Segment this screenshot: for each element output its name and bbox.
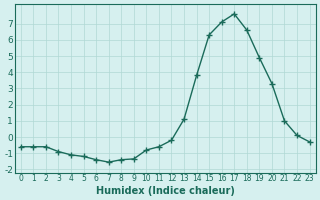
X-axis label: Humidex (Indice chaleur): Humidex (Indice chaleur) <box>96 186 235 196</box>
